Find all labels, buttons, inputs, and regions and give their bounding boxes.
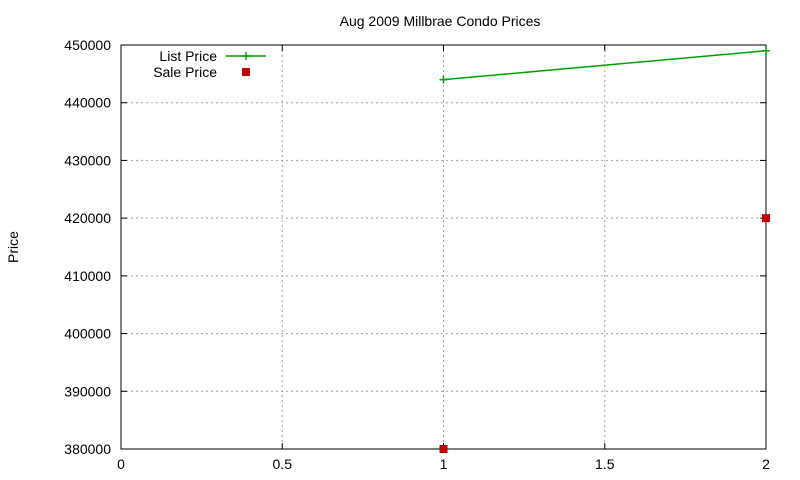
x-tick-label: 1.5 [595,456,615,472]
y-tick-label: 450000 [64,37,111,53]
y-tick-label: 390000 [64,383,111,399]
y-axis-label: Price [5,231,21,263]
list-price-point [762,46,770,55]
list-price-series [439,46,770,84]
sale-price-point [242,68,250,76]
sale-price-point [762,214,770,223]
y-tick-label: 440000 [64,95,111,111]
y-tick-label: 380000 [64,441,111,457]
y-tick-label: 400000 [64,326,111,342]
x-tick-label: 0 [117,456,125,472]
list-price-line [443,50,767,81]
grid [121,45,766,449]
list-price-point [439,75,448,84]
y-tick-label: 430000 [64,152,111,168]
x-tick-label: 2 [762,456,770,472]
y-tick-label: 420000 [64,210,111,226]
x-tick-label: 1 [440,456,448,472]
sale-price-series [439,214,770,453]
legend-label: Sale Price [153,64,217,80]
x-tick-label: 0.5 [273,456,293,472]
legend-label: List Price [159,48,217,64]
plot-area [439,46,770,453]
axes: 0 0.5 1 1.5 2 380000 390000 400000 410000 420000 4… [64,37,770,472]
sale-price-point [439,445,448,453]
list-price-point [242,52,250,60]
chart-title: Aug 2009 Millbrae Condo Prices [340,13,541,29]
y-tick-label: 410000 [64,268,111,284]
